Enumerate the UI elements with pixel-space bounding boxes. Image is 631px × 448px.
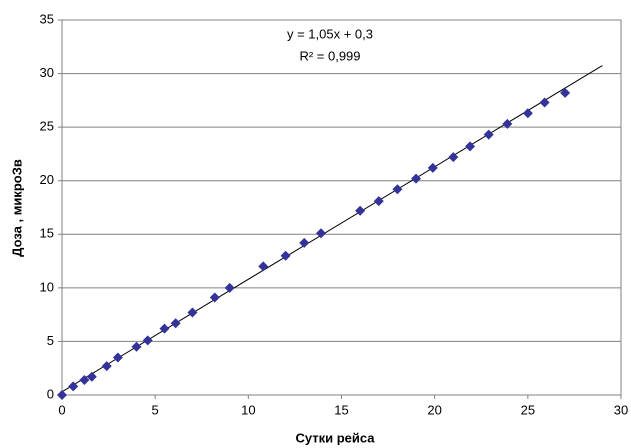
point (258, 261, 269, 272)
point (86, 371, 97, 382)
r-squared: R² = 0,999 (299, 48, 360, 63)
point (159, 323, 170, 334)
point (502, 118, 513, 129)
equation: y = 1,05x + 0,3 (287, 26, 373, 41)
point (411, 173, 422, 184)
x-tick-label: 30 (614, 402, 628, 417)
point (427, 162, 438, 173)
point (522, 108, 533, 119)
point (560, 87, 571, 98)
x-tick-label: 15 (334, 402, 348, 417)
x-tick-label: 0 (58, 402, 65, 417)
point (79, 375, 90, 385)
point (224, 282, 235, 293)
point (299, 237, 310, 248)
y-tick-label: 10 (40, 279, 54, 294)
point (209, 292, 220, 303)
point (465, 141, 476, 152)
y-tick-label: 35 (40, 11, 54, 26)
point (280, 250, 291, 261)
y-axis-title: Доза , микроЗв (9, 159, 24, 257)
x-tick-label: 10 (241, 402, 255, 417)
point (112, 352, 123, 363)
x-axis-title: Сутки рейса (295, 430, 375, 445)
point (448, 152, 459, 163)
y-tick-label: 20 (40, 172, 54, 187)
point (539, 97, 550, 108)
trendline (61, 65, 603, 393)
point (68, 381, 79, 392)
y-tick-label: 25 (40, 119, 54, 134)
point (142, 335, 153, 346)
point (355, 205, 366, 216)
y-tick-label: 15 (40, 226, 54, 241)
point (316, 228, 327, 239)
point (187, 307, 198, 318)
point (373, 196, 384, 207)
x-tick-label: 25 (521, 402, 535, 417)
point (101, 361, 112, 372)
point (170, 318, 181, 329)
x-tick-label: 20 (427, 402, 441, 417)
point (483, 129, 494, 140)
y-tick-label: 30 (40, 65, 54, 80)
point (57, 390, 67, 400)
y-tick-label: 5 (47, 333, 54, 348)
point (392, 184, 403, 195)
y-tick-label: 0 (47, 386, 54, 401)
x-tick-label: 5 (152, 402, 159, 417)
point (131, 341, 142, 352)
